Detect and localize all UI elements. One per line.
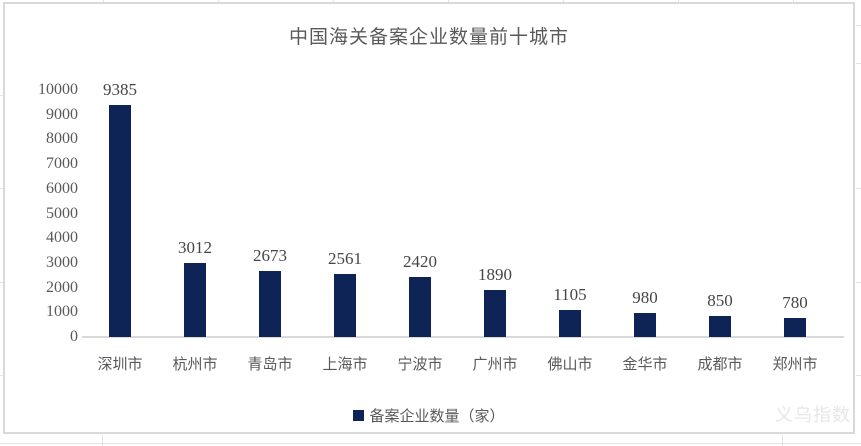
bar-广州市 (484, 290, 506, 337)
bar-成都市 (709, 316, 731, 337)
y-axis-tick-label: 2000 (46, 278, 78, 296)
bar-宁波市 (409, 277, 431, 337)
gridline-stub (103, 0, 104, 2)
bar-value-label: 2673 (253, 245, 287, 265)
gridline-stub (333, 0, 334, 2)
bar-value-label: 9385 (103, 80, 137, 100)
gridline-stub (563, 0, 564, 2)
y-axis-tick-label: 10000 (38, 81, 78, 98)
gridline-stub (448, 0, 449, 2)
x-axis-label: 青岛市 (247, 356, 293, 373)
gridline-stub (0, 188, 3, 189)
gridline-stub (102, 435, 103, 446)
gridline-stub (0, 375, 3, 376)
x-axis-label: 宁波市 (397, 356, 443, 373)
gridline-stub (0, 95, 3, 96)
y-axis-tick-label: 8000 (46, 130, 78, 148)
y-axis-tick-label: 9000 (46, 105, 78, 123)
bar-佛山市 (559, 309, 581, 337)
gridline-stub (0, 443, 861, 444)
y-axis-tick-label: 4000 (46, 229, 78, 247)
watermark: 义乌指数 (775, 405, 851, 425)
bar-value-label: 980 (632, 287, 658, 307)
y-axis-tick-label: 5000 (46, 204, 78, 222)
bar-深圳市 (109, 105, 131, 337)
y-axis-tick-label: 7000 (46, 155, 78, 173)
gridline-stub (856, 375, 861, 376)
x-axis-label: 上海市 (322, 356, 368, 373)
bar-value-label: 2420 (403, 252, 437, 272)
bar-青岛市 (259, 270, 281, 337)
bar-杭州市 (184, 262, 206, 337)
x-axis-line (82, 336, 844, 338)
y-axis-tick-label: 6000 (46, 179, 78, 197)
bar-value-label: 1890 (478, 265, 512, 285)
bar-郑州市 (784, 317, 806, 337)
x-axis-label: 深圳市 (97, 356, 143, 373)
x-axis-label: 金华市 (622, 356, 668, 373)
legend-square-icon (353, 409, 365, 421)
x-axis-label: 杭州市 (172, 356, 218, 373)
bar-金华市 (634, 312, 656, 337)
gridline-stub (678, 0, 679, 2)
gridline-stub (0, 282, 3, 283)
gridline-stub (782, 435, 783, 446)
chart-frame (3, 2, 855, 434)
gridline-stub (793, 0, 794, 2)
x-axis-label: 佛山市 (547, 356, 593, 373)
bar-value-label: 2561 (328, 248, 362, 268)
legend-label: 备案企业数量（家） (369, 407, 505, 425)
gridline-stub (856, 63, 861, 64)
bar-上海市 (334, 273, 356, 337)
y-axis-tick-label: 1000 (46, 303, 78, 321)
legend: 备案企业数量（家） (3, 404, 855, 426)
chart-title: 中国海关备案企业数量前十城市 (288, 27, 569, 48)
gridline-stub (856, 25, 861, 26)
bar-value-label: 3012 (178, 237, 212, 257)
gridline-stub (856, 188, 861, 189)
bar-value-label: 850 (707, 291, 733, 310)
y-axis-tick-label: 3000 (46, 253, 78, 271)
x-axis-label: 成都市 (697, 356, 743, 373)
gridline-stub (218, 0, 219, 2)
gridline-stub (856, 282, 861, 283)
y-axis-tick-label: 0 (70, 328, 78, 345)
bar-value-label: 1105 (553, 284, 587, 304)
x-axis-label: 郑州市 (772, 356, 818, 373)
bar-value-label: 780 (782, 292, 808, 312)
x-axis-label: 广州市 (472, 356, 518, 373)
